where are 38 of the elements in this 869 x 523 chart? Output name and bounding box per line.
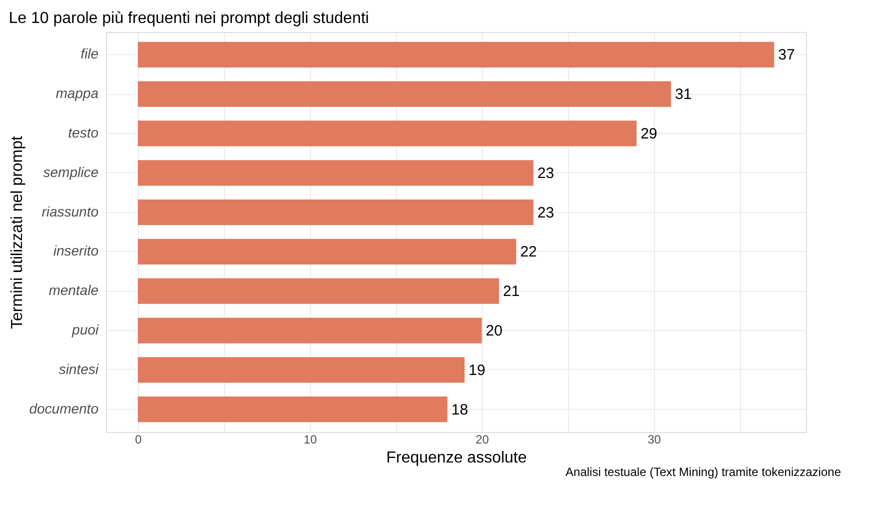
y-tick-label: semplice xyxy=(43,164,99,180)
y-axis-title: Termini utilizzati nel prompt xyxy=(9,135,26,329)
bar xyxy=(138,238,516,265)
y-tick-label: documento xyxy=(29,400,99,416)
data-label: 23 xyxy=(537,164,554,182)
data-label: 29 xyxy=(640,125,658,142)
x-tick-label: 30 xyxy=(648,432,662,446)
bar xyxy=(138,396,448,422)
data-label: 19 xyxy=(468,362,486,379)
y-tick-label: inserito xyxy=(53,242,99,259)
data-label: 23 xyxy=(537,204,554,222)
data-label: 18 xyxy=(451,401,468,418)
y-tick-label: mentale xyxy=(48,282,99,298)
bar xyxy=(138,81,671,107)
bar xyxy=(138,160,534,186)
x-tick-label: 20 xyxy=(476,432,490,446)
y-tick-label: sintesi xyxy=(58,360,100,377)
x-tick-label: 0 xyxy=(134,432,142,446)
text: Analisi testuale (Text Mining) tramite tokenizzazione xyxy=(566,465,842,479)
y-tick-label: puoi xyxy=(71,322,100,338)
bar xyxy=(138,278,499,304)
x-tick-label: 10 xyxy=(304,432,318,446)
y-tick-label: riassunto xyxy=(42,203,99,220)
bar xyxy=(138,357,465,383)
bar xyxy=(138,120,637,146)
data-label: 31 xyxy=(674,86,692,104)
chart-title: Le 10 parole più frequenti nei prompt degli studenti xyxy=(8,10,369,27)
y-tick-label: mappa xyxy=(56,85,99,102)
data-label: 21 xyxy=(503,283,520,300)
y-tick-label: file xyxy=(80,46,99,62)
bar xyxy=(138,42,774,68)
y-tick-label: testo xyxy=(68,124,99,140)
x-axis-title: Frequenze assolute xyxy=(386,450,527,466)
data-label: 37 xyxy=(778,46,795,64)
data-label: 20 xyxy=(486,322,502,340)
bar xyxy=(138,318,482,344)
data-label: 22 xyxy=(520,244,537,261)
bar xyxy=(138,199,534,226)
